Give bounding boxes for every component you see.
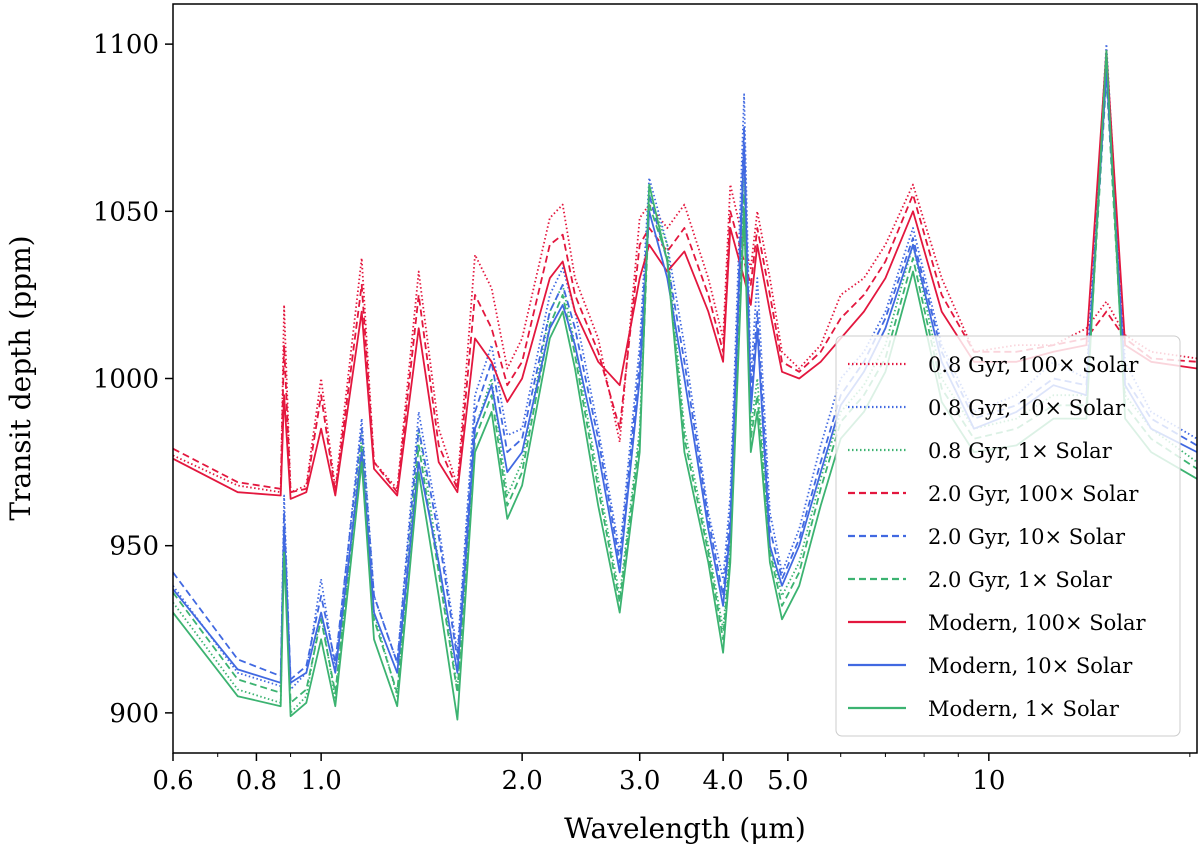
y-tick-label: 900 [109, 699, 159, 729]
legend: 0.8 Gyr, 100× Solar 0.8 Gyr, 10× Solar 0.8… [835, 335, 1181, 737]
x-axis-label: Wavelength (μm) [564, 812, 806, 845]
x-axis-ticks: 0.6 0.8 1.0 2.0 3.0 4.0 5.0 10 [152, 753, 1191, 796]
x-tick-label: 1.0 [300, 766, 341, 796]
legend-label-6: Modern, 100× Solar [928, 611, 1147, 635]
series-line-6 [173, 49, 1197, 500]
y-axis-label: Transit depth (ppm) [4, 235, 37, 520]
legend-label-0: 0.8 Gyr, 100× Solar [928, 353, 1139, 377]
legend-frame [835, 335, 1181, 737]
series-layer [173, 43, 1197, 721]
x-tick-label: 2.0 [501, 766, 542, 796]
y-tick-label: 1100 [93, 30, 159, 60]
y-tick-label: 950 [109, 532, 159, 562]
x-tick-label: 5.0 [767, 766, 808, 796]
x-tick-label: 4.0 [702, 766, 743, 796]
series-line-4 [173, 59, 1197, 681]
x-tick-label: 0.8 [236, 766, 277, 796]
legend-label-4: 2.0 Gyr, 10× Solar [928, 525, 1126, 549]
x-tick-label: 0.6 [152, 766, 193, 796]
series-line-0 [173, 183, 1197, 494]
legend-label-5: 2.0 Gyr, 1× Solar [928, 568, 1113, 592]
x-tick-label: 3.0 [619, 766, 660, 796]
legend-label-1: 0.8 Gyr, 10× Solar [928, 396, 1126, 420]
legend-label-3: 2.0 Gyr, 100× Solar [928, 482, 1139, 506]
series-line-1 [173, 43, 1197, 691]
y-tick-label: 1000 [93, 365, 159, 395]
y-tick-label: 1050 [93, 197, 159, 227]
y-axis-ticks: 900 950 1000 1050 1100 [93, 30, 173, 729]
series-line-3 [173, 193, 1197, 494]
legend-label-7: Modern, 10× Solar [928, 654, 1133, 678]
legend-label-8: Modern, 1× Solar [928, 697, 1120, 721]
x-tick-label: 10 [972, 766, 1005, 796]
legend-label-2: 0.8 Gyr, 1× Solar [928, 439, 1113, 463]
